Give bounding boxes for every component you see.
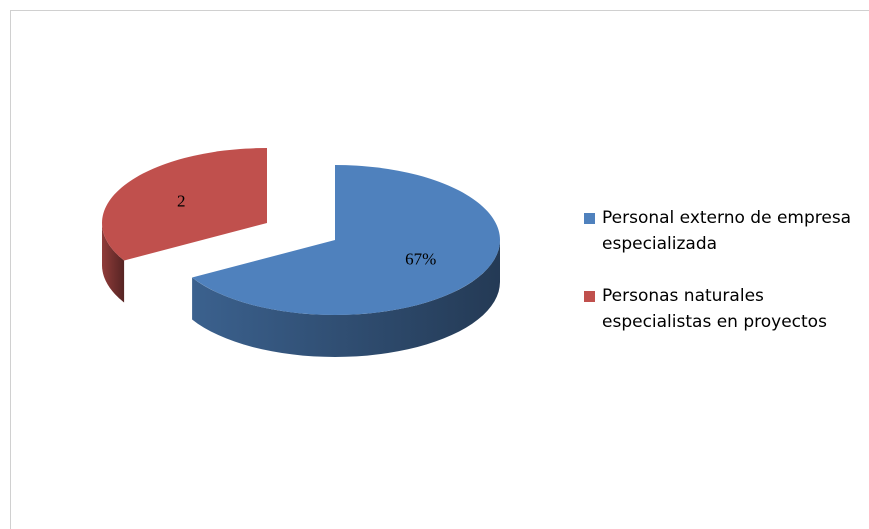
value-label: 67% [405,250,436,269]
legend-item: Personal externo de empresa especializad… [584,205,869,257]
legend-label: Personas naturales especialistas en proy… [602,286,827,332]
legend-label: Personal externo de empresa especializad… [602,208,852,254]
pie-slice [192,165,500,315]
legend-swatch [584,213,595,224]
pie-slice [101,148,267,261]
legend-item: Personas naturales especialistas en proy… [584,283,869,335]
pie-slice-side [102,223,125,303]
legend-swatch [584,291,595,302]
pie-slice-side [192,240,500,357]
value-label: 2 [177,191,186,210]
